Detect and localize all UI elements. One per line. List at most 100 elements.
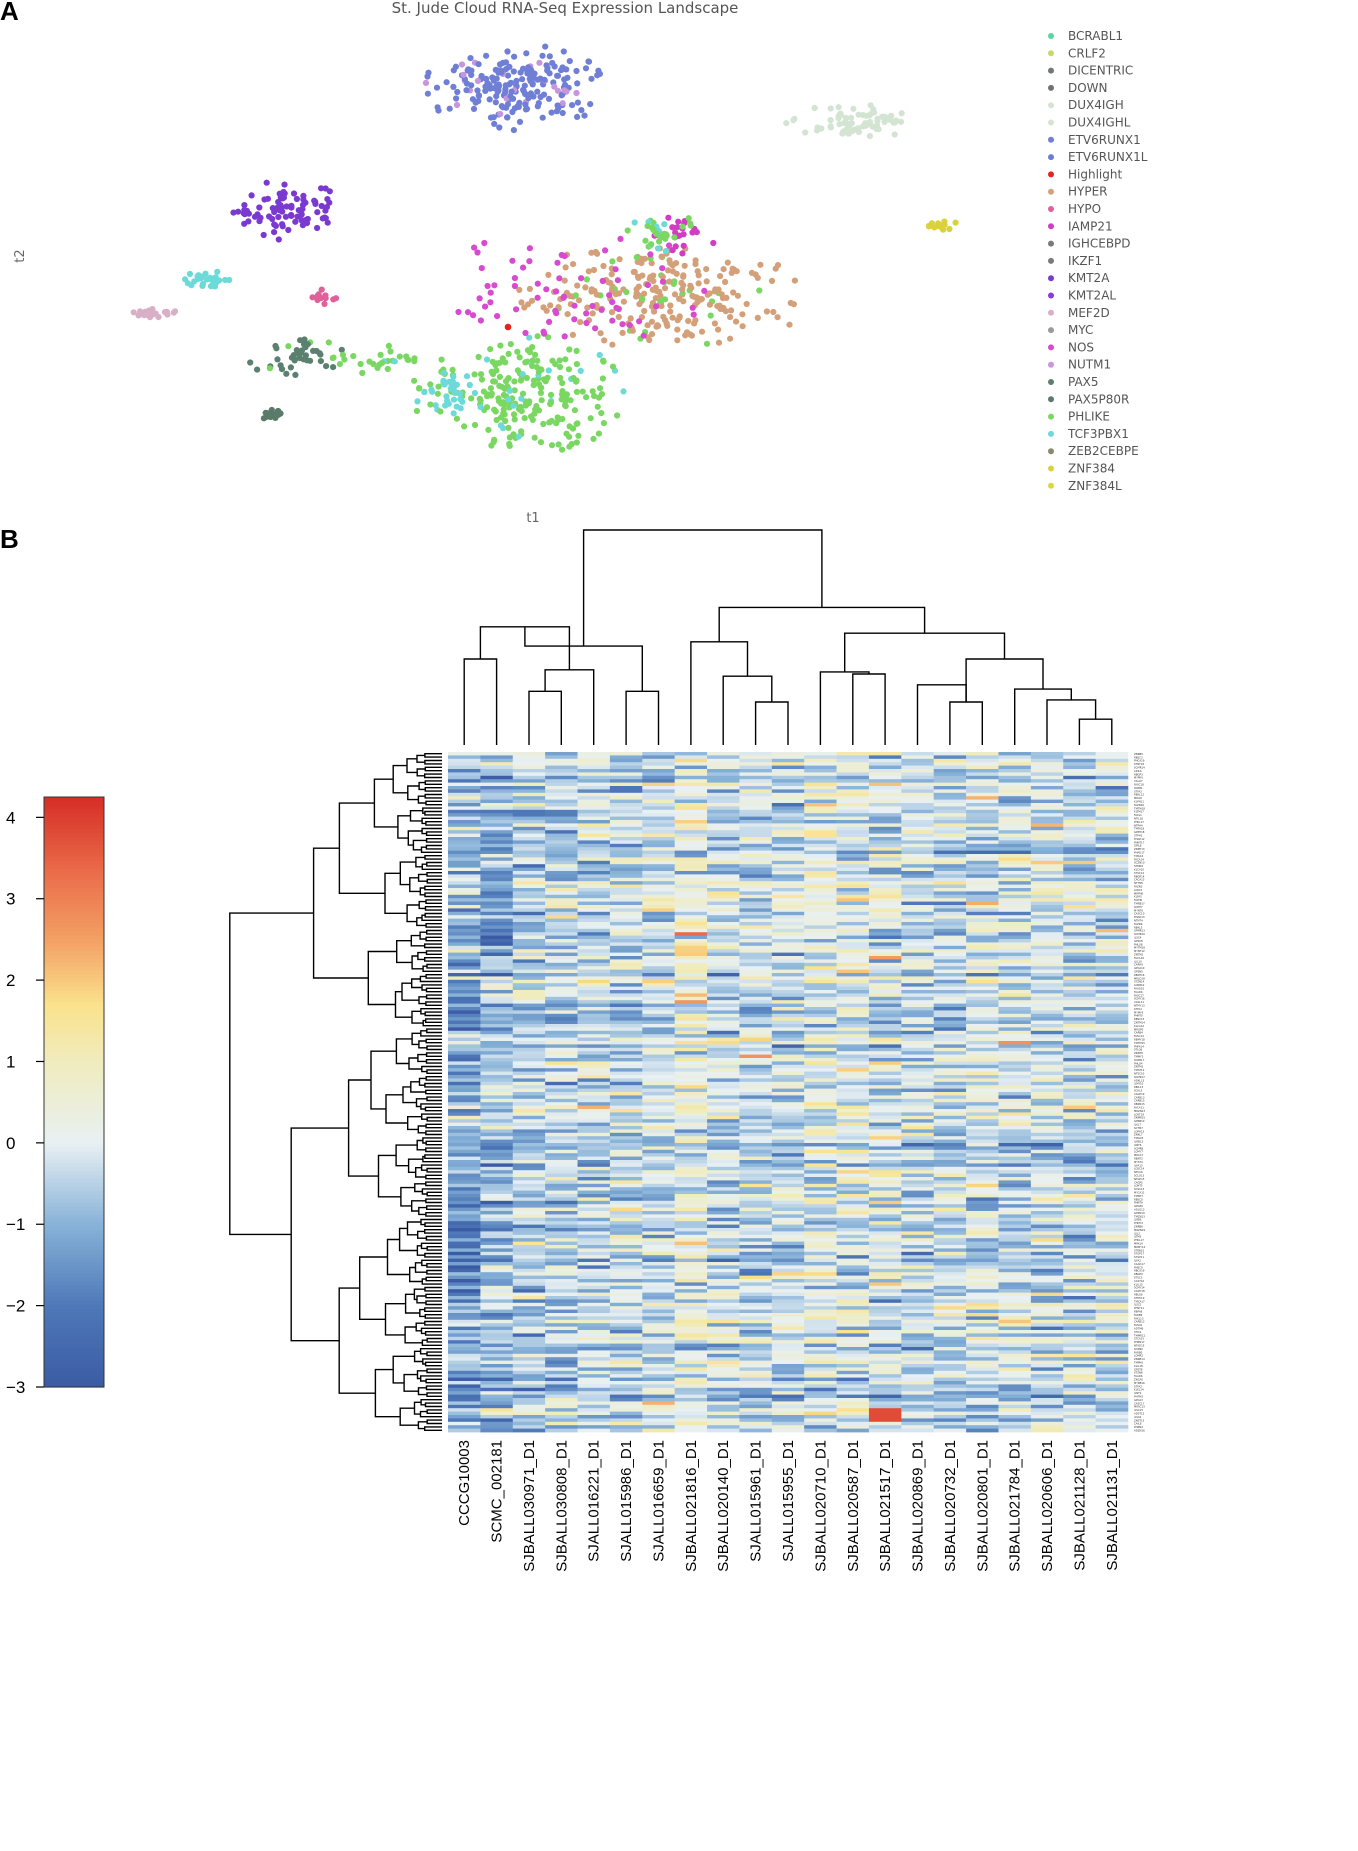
heatmap-cell bbox=[545, 979, 578, 984]
heatmap-cell bbox=[545, 1105, 578, 1110]
heatmap-cell bbox=[933, 830, 967, 834]
heatmap-cell bbox=[933, 1132, 967, 1137]
heatmap-cell bbox=[480, 769, 514, 773]
heatmap-cell bbox=[707, 837, 740, 841]
color-bar-segment bbox=[44, 820, 104, 826]
heatmap-cell bbox=[448, 1122, 481, 1127]
heatmap-cell bbox=[1095, 1054, 1129, 1059]
heatmap-cell bbox=[609, 806, 643, 811]
legend-label: ETV6RUNX1 bbox=[1068, 133, 1141, 147]
heatmap-cell bbox=[642, 772, 675, 777]
heatmap-cell bbox=[577, 775, 611, 780]
heatmap-cell bbox=[1095, 1197, 1129, 1202]
heatmap-cell bbox=[642, 1136, 675, 1140]
scatter-point bbox=[474, 249, 481, 256]
heatmap-cell bbox=[901, 1054, 935, 1059]
heatmap-cell bbox=[933, 1170, 967, 1174]
heatmap-cell bbox=[1030, 779, 1064, 783]
row-dendrogram-branch bbox=[426, 1028, 442, 1034]
heatmap-cell bbox=[739, 826, 773, 831]
scatter-point bbox=[537, 389, 545, 396]
scatter-point bbox=[835, 104, 842, 111]
heatmap-cell bbox=[804, 1017, 837, 1021]
heatmap-cell bbox=[545, 911, 578, 916]
scatter-point bbox=[539, 114, 546, 121]
heatmap-cell bbox=[771, 775, 805, 780]
heatmap-cell bbox=[1030, 959, 1064, 964]
heatmap-cell bbox=[448, 1007, 481, 1011]
scatter-point bbox=[575, 432, 582, 439]
scatter-point bbox=[556, 357, 563, 364]
heatmap-cell bbox=[998, 1207, 1032, 1212]
heatmap-cell bbox=[609, 942, 643, 947]
heatmap-cell bbox=[739, 1231, 773, 1236]
heatmap-cell bbox=[901, 1187, 935, 1191]
heatmap-cell bbox=[674, 1173, 708, 1178]
heatmap-cell bbox=[998, 1061, 1032, 1066]
heatmap-cell bbox=[448, 1262, 481, 1266]
scatter-point bbox=[484, 282, 491, 290]
heatmap-cell bbox=[771, 1285, 805, 1290]
heatmap-cell bbox=[674, 1285, 708, 1290]
heatmap-cell bbox=[998, 1129, 1032, 1134]
heatmap-cell bbox=[609, 1034, 643, 1038]
heatmap-cell bbox=[1030, 1255, 1064, 1259]
heatmap-cell bbox=[707, 1258, 740, 1263]
heatmap-cell bbox=[901, 1119, 935, 1123]
heatmap-cell bbox=[1063, 1180, 1096, 1185]
scatter-point bbox=[676, 313, 683, 320]
heatmap-cell bbox=[771, 860, 805, 865]
scatter-point bbox=[660, 313, 667, 320]
heatmap-cell bbox=[966, 1211, 999, 1215]
heatmap-cell bbox=[1030, 898, 1064, 902]
heatmap-cell bbox=[642, 1289, 675, 1293]
legend-marker bbox=[1048, 102, 1054, 109]
scatter-point bbox=[500, 399, 507, 406]
heatmap-cell bbox=[739, 1075, 773, 1079]
heatmap-cell bbox=[933, 1163, 967, 1168]
heatmap-cell bbox=[836, 1262, 870, 1266]
heatmap-cell bbox=[1063, 905, 1096, 909]
heatmap-cell bbox=[1095, 755, 1129, 760]
heatmap-cell bbox=[966, 762, 999, 766]
heatmap-cell bbox=[868, 1119, 902, 1123]
heatmap-cell bbox=[966, 898, 999, 902]
heatmap-cell bbox=[642, 1170, 675, 1174]
heatmap-cell bbox=[642, 850, 675, 855]
heatmap-cell bbox=[901, 1027, 935, 1032]
scatter-point bbox=[656, 288, 663, 295]
heatmap-cell bbox=[545, 1013, 578, 1018]
heatmap-cell bbox=[1095, 1224, 1129, 1229]
color-bar-segment bbox=[44, 1316, 104, 1321]
heatmap-cell bbox=[966, 1092, 999, 1096]
heatmap-cell bbox=[480, 1224, 514, 1229]
heatmap-cell bbox=[998, 1262, 1032, 1266]
heatmap-cell bbox=[901, 1180, 935, 1185]
row-dendrogram-branch bbox=[422, 1155, 442, 1163]
heatmap-cell bbox=[1095, 1163, 1129, 1168]
heatmap-cell bbox=[545, 1061, 578, 1066]
color-bar-tick-label: −3 bbox=[6, 1378, 25, 1397]
scatter-point bbox=[378, 359, 385, 367]
heatmap-cell bbox=[448, 1197, 481, 1202]
heatmap-cell bbox=[1063, 1275, 1096, 1280]
heatmap-cell bbox=[577, 847, 611, 851]
heatmap-cell bbox=[804, 935, 837, 940]
heatmap-cell bbox=[642, 911, 675, 916]
column-dendrogram-branch bbox=[852, 673, 886, 745]
heatmap-cell bbox=[804, 1153, 837, 1157]
heatmap-cell bbox=[933, 888, 967, 892]
scatter-point bbox=[925, 223, 933, 230]
heatmap-cell bbox=[642, 1221, 675, 1225]
heatmap-cell bbox=[512, 1112, 546, 1117]
heatmap-cell bbox=[933, 755, 967, 760]
heatmap-cell bbox=[901, 1122, 935, 1127]
heatmap-cell bbox=[1095, 816, 1129, 821]
heatmap-cell bbox=[739, 1034, 773, 1038]
heatmap-cell bbox=[771, 1064, 805, 1069]
color-bar-segment bbox=[44, 840, 104, 845]
row-dendrogram-branch bbox=[425, 1147, 442, 1153]
color-bar-segment bbox=[44, 903, 104, 908]
heatmap-cell bbox=[901, 983, 935, 987]
scatter-point bbox=[727, 335, 734, 342]
